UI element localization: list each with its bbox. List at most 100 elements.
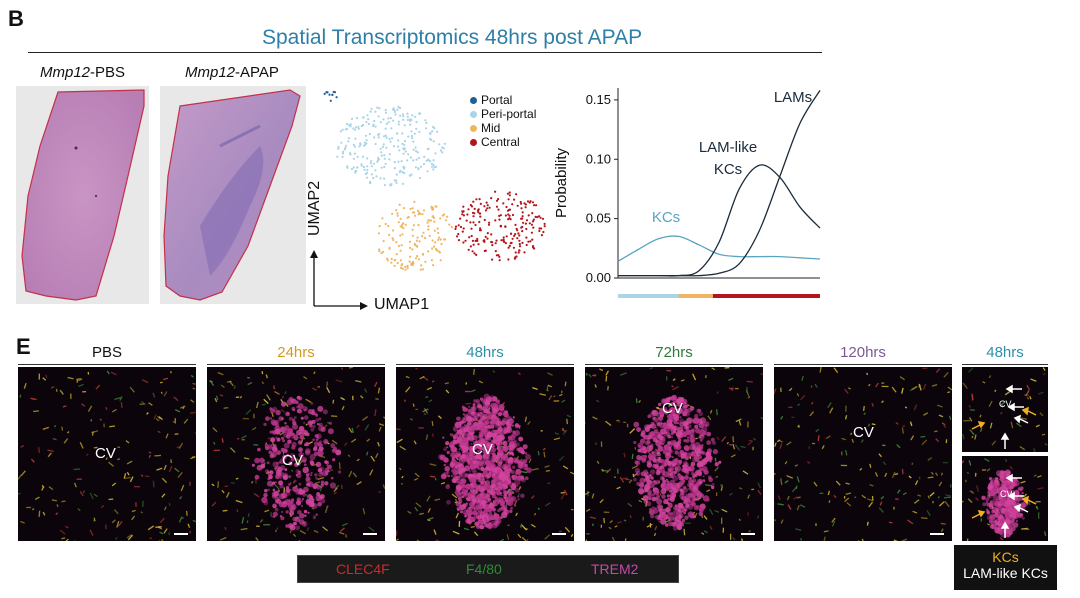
cell-mark xyxy=(539,393,547,396)
trem2-mark xyxy=(293,479,297,483)
umap-point xyxy=(421,213,424,216)
trem2-mark xyxy=(671,495,675,499)
umap-point xyxy=(394,113,397,116)
trem2-mark xyxy=(443,447,447,452)
umap-point xyxy=(459,217,462,220)
trem2-mark xyxy=(291,506,296,511)
cell-mark xyxy=(1037,475,1042,478)
trem2-mark xyxy=(254,474,260,480)
cell-mark xyxy=(415,367,418,370)
cell-mark xyxy=(653,532,657,537)
trem2-mark xyxy=(1012,509,1018,515)
umap-point xyxy=(459,225,463,229)
umap-point xyxy=(430,205,433,208)
trem2-mark xyxy=(673,470,677,475)
trem2-mark xyxy=(288,461,293,466)
umap-point xyxy=(364,134,367,137)
cell-mark xyxy=(429,475,436,478)
cell-mark xyxy=(740,538,744,541)
trem2-mark xyxy=(657,432,660,435)
trem2-mark xyxy=(658,520,661,523)
trem2-mark xyxy=(515,459,518,463)
umap-point xyxy=(366,168,369,172)
trem2-mark xyxy=(1012,522,1019,528)
microscopy-image-120hrs: CV xyxy=(774,367,952,541)
cell-mark xyxy=(747,494,751,499)
trem2-mark xyxy=(301,500,303,503)
trem2-mark xyxy=(289,482,292,485)
umap-point xyxy=(415,127,418,130)
umap-point xyxy=(516,237,519,240)
umap-point xyxy=(468,236,471,239)
umap-point xyxy=(415,158,418,161)
umap-point xyxy=(432,245,436,248)
trem2-mark xyxy=(312,424,316,429)
trem2-mark xyxy=(290,457,295,462)
trem2-mark xyxy=(705,457,710,462)
umap-point xyxy=(508,217,511,220)
umap-point xyxy=(450,225,453,229)
cell-mark xyxy=(833,494,837,499)
trem2-mark xyxy=(686,494,692,500)
trem2-mark xyxy=(687,420,691,424)
umap-point xyxy=(393,167,396,170)
trem2-mark xyxy=(667,460,672,466)
umap-point xyxy=(430,138,433,141)
cell-mark xyxy=(142,500,144,507)
trem2-mark xyxy=(635,470,641,476)
cell-mark xyxy=(810,385,813,388)
trem2-mark xyxy=(312,438,315,442)
umap-point xyxy=(424,236,427,240)
umap-point xyxy=(369,162,372,165)
umap-point xyxy=(443,238,446,241)
cell-mark xyxy=(78,383,84,388)
cell-mark xyxy=(163,506,167,511)
umap-point xyxy=(502,238,505,241)
cell-mark xyxy=(796,505,800,511)
cell-mark xyxy=(235,499,243,504)
cell-mark xyxy=(560,493,566,500)
cell-mark xyxy=(412,403,415,408)
inset-image-bottom: CV xyxy=(962,456,1048,541)
umap-point xyxy=(511,203,514,206)
umap-point xyxy=(484,235,487,238)
cell-mark xyxy=(716,492,718,497)
trem2-mark xyxy=(299,513,305,519)
cell-mark xyxy=(359,395,364,399)
trem2-mark xyxy=(482,510,487,516)
trem2-mark xyxy=(657,452,661,457)
trem2-mark xyxy=(478,482,485,489)
cell-mark xyxy=(399,445,406,451)
umap-point xyxy=(419,268,422,271)
cell-mark xyxy=(274,484,280,490)
umap-point xyxy=(429,219,433,222)
cell-mark xyxy=(757,489,762,496)
trem2-mark xyxy=(493,512,497,516)
umap-point xyxy=(376,106,379,109)
trem2-mark xyxy=(694,447,701,454)
umap-point xyxy=(470,227,473,230)
umap-point xyxy=(533,204,536,207)
umap-point xyxy=(400,266,403,270)
umap-point xyxy=(472,243,475,246)
cell-mark xyxy=(585,373,588,376)
umap-point xyxy=(454,227,457,230)
trem2-mark xyxy=(269,471,272,474)
cell-mark xyxy=(601,468,604,473)
trem2-mark xyxy=(254,457,260,464)
he-label-apap: Mmp12-APAP xyxy=(185,64,279,81)
cell-mark xyxy=(157,415,161,420)
trem2-mark xyxy=(654,480,657,483)
trem2-mark xyxy=(492,522,498,529)
cell-mark xyxy=(283,487,286,493)
trem2-mark xyxy=(485,452,491,458)
umap-point xyxy=(529,200,532,203)
umap-point xyxy=(428,234,431,237)
timepoint-rule-120hrs xyxy=(774,364,952,365)
cell-mark xyxy=(564,526,571,533)
trem2-mark xyxy=(661,461,667,468)
cell-mark xyxy=(709,508,714,516)
trem2-mark xyxy=(633,477,637,482)
trem2-mark xyxy=(297,440,303,445)
cell-mark xyxy=(963,419,971,422)
